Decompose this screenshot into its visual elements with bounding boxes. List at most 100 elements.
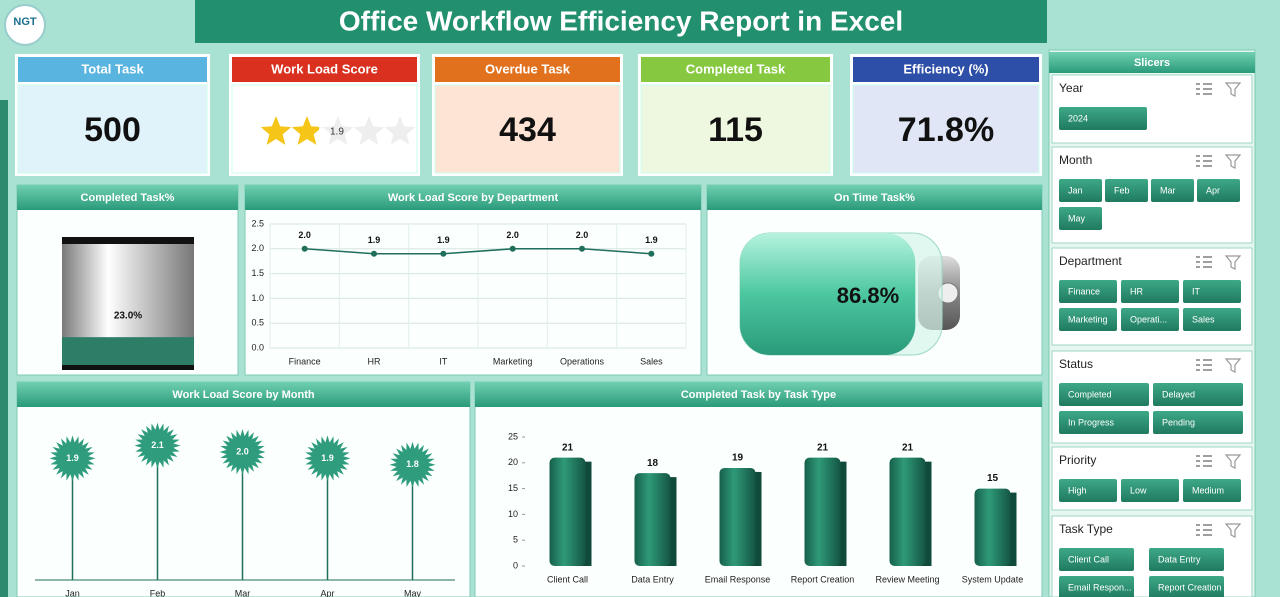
marker	[509, 245, 516, 252]
slicer-button[interactable]	[1183, 280, 1241, 303]
slicer-button-label[interactable]: Marketing	[1068, 314, 1108, 324]
cylinder-bottom	[62, 365, 194, 370]
slicer-button-label[interactable]: Delayed	[1162, 389, 1195, 399]
slicer-button-label[interactable]: Apr	[1206, 185, 1220, 195]
data-label: 18	[647, 458, 659, 469]
x-tick-label: Email Response	[705, 574, 771, 584]
slicer-title: Slicers	[1134, 57, 1170, 69]
slicer-button-label[interactable]: Pending	[1162, 417, 1195, 427]
bar	[889, 457, 926, 566]
slicer-header	[1049, 52, 1255, 73]
x-tick-label: Feb	[150, 588, 166, 597]
slicer-button[interactable]	[1121, 479, 1179, 502]
slicer-button-label[interactable]: Medium	[1192, 485, 1224, 495]
slicer-button-label[interactable]: Report Creation	[1158, 582, 1222, 592]
clear-filter-icon[interactable]	[1224, 82, 1242, 97]
slicer-button[interactable]	[1149, 548, 1224, 571]
marker	[648, 250, 655, 257]
clear-filter-icon[interactable]	[1224, 454, 1242, 469]
slicer-button-label[interactable]: Completed	[1068, 389, 1112, 399]
slicer-button[interactable]	[1059, 411, 1149, 434]
slicer-button[interactable]	[1153, 411, 1243, 434]
slicer-button[interactable]	[1059, 280, 1117, 303]
slicer-button[interactable]	[1151, 179, 1194, 202]
kpi-header	[641, 57, 830, 82]
clear-filter-icon[interactable]	[1224, 154, 1242, 169]
multi-select-icon[interactable]	[1196, 524, 1212, 536]
data-label: 1.9	[368, 235, 381, 245]
lollipop-head	[219, 429, 266, 475]
lollipop-head	[389, 441, 436, 488]
slicer-button[interactable]	[1059, 479, 1117, 502]
slicer-button-label[interactable]: Sales	[1192, 314, 1215, 324]
kpi-label: Work Load Score	[271, 61, 378, 76]
slicer-button-label[interactable]: Operati...	[1130, 314, 1167, 324]
logo	[4, 4, 46, 46]
slicer-button[interactable]	[1059, 308, 1117, 331]
slicer-button[interactable]	[1183, 308, 1241, 331]
slicer-button-label[interactable]: Client Call	[1068, 554, 1109, 564]
data-label: 2.0	[298, 230, 311, 240]
slicer-button-label[interactable]: May	[1068, 213, 1086, 223]
slicer-button-label[interactable]: Mar	[1160, 185, 1176, 195]
slicer-button[interactable]	[1183, 479, 1241, 502]
slicer-button[interactable]	[1059, 383, 1149, 406]
multi-select-icon[interactable]	[1196, 455, 1212, 467]
y-tick-label: 2.0	[251, 243, 264, 253]
x-tick-label: May	[404, 588, 422, 597]
slicer-button-label[interactable]: Finance	[1068, 286, 1100, 296]
data-label: 2.1	[151, 440, 164, 450]
slicer-group-title: Year	[1059, 81, 1083, 95]
marker	[371, 250, 377, 257]
lollipop-head	[49, 435, 96, 482]
slicer-button[interactable]	[1121, 308, 1179, 331]
slicer-button[interactable]	[1149, 576, 1224, 597]
slicer-button-label[interactable]: Feb	[1114, 185, 1130, 195]
slicer-button[interactable]	[1197, 179, 1240, 202]
slicer-button-label[interactable]: Low	[1130, 485, 1147, 495]
multi-select-icon[interactable]	[1196, 256, 1212, 268]
data-label: 21	[817, 442, 829, 453]
y-tick-label: 0	[513, 560, 518, 570]
slicer-button[interactable]	[1105, 179, 1148, 202]
kpi-value: 500	[84, 111, 141, 149]
x-tick-label: Finance	[289, 356, 321, 366]
multi-select-icon[interactable]	[1196, 83, 1212, 95]
x-tick-label: Marketing	[493, 356, 533, 366]
slicer-button-label[interactable]: IT	[1192, 286, 1201, 296]
clear-filter-icon[interactable]	[1224, 358, 1242, 373]
clear-filter-icon[interactable]	[1224, 255, 1242, 270]
slicer-button[interactable]	[1059, 548, 1134, 571]
bar	[974, 488, 1011, 566]
y-tick-label: 0.5	[251, 318, 264, 328]
kpi-header	[853, 57, 1039, 82]
slicer-button-label[interactable]: Data Entry	[1158, 554, 1201, 564]
data-label: 2.0	[576, 230, 589, 240]
multi-select-icon[interactable]	[1196, 155, 1212, 167]
slicer-button-label[interactable]: Email Respon...	[1068, 582, 1132, 592]
slicer-button[interactable]	[1059, 576, 1134, 597]
y-tick-label: 2.5	[251, 218, 264, 228]
slicer-button-label[interactable]: HR	[1130, 286, 1143, 296]
slicer-button-label[interactable]: 2024	[1068, 113, 1088, 123]
slicer-button[interactable]	[1059, 207, 1102, 230]
kpi-label: Efficiency (%)	[903, 61, 988, 76]
y-tick-label: 0.0	[251, 342, 264, 352]
slicer-button[interactable]	[1153, 383, 1243, 406]
clear-filter-icon[interactable]	[1224, 523, 1242, 538]
multi-select-icon[interactable]	[1196, 359, 1212, 371]
y-tick-label: 5	[513, 535, 518, 545]
data-label: 2.0	[506, 230, 519, 240]
data-label: 1.9	[66, 453, 79, 463]
slicer-button[interactable]	[1121, 280, 1179, 303]
slicer-button-label[interactable]: High	[1068, 485, 1087, 495]
x-tick-label: Review Meeting	[875, 574, 939, 584]
slicer-button[interactable]	[1059, 179, 1102, 202]
slicer-button[interactable]	[1059, 107, 1147, 130]
kpi-body	[852, 84, 1040, 174]
data-label: 15	[987, 473, 999, 484]
x-tick-label: Jan	[65, 588, 80, 597]
line	[304, 248, 652, 255]
slicer-button-label[interactable]: In Progress	[1068, 417, 1115, 427]
slicer-button-label[interactable]: Jan	[1068, 185, 1083, 195]
